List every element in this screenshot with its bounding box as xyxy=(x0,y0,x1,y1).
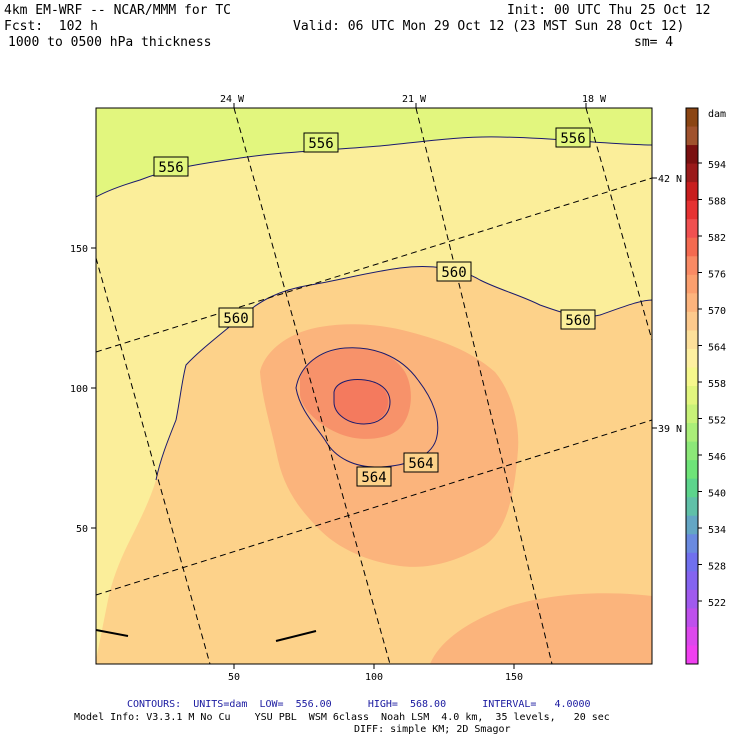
contour-label: 560 xyxy=(218,307,254,328)
svg-text:556: 556 xyxy=(560,131,585,147)
svg-text:564: 564 xyxy=(361,470,386,486)
band-552-556 xyxy=(96,108,652,197)
colorbar-swatch xyxy=(686,145,698,165)
grid-x-label: 100 xyxy=(365,672,383,683)
model-title: 4km EM-WRF -- NCAR/MMM for TC xyxy=(4,3,231,18)
band-572-576 xyxy=(334,379,388,424)
boundary-segment xyxy=(275,630,317,642)
colorbar-swatch xyxy=(686,237,698,257)
colorbar-level-label: 540 xyxy=(708,489,726,500)
diffusion-info: DIFF: simple KM; 2D Smagor xyxy=(354,724,511,735)
colorbar-level-label: 582 xyxy=(708,233,726,244)
colorbar-swatch xyxy=(686,367,698,387)
svg-text:556: 556 xyxy=(308,136,333,152)
svg-text:560: 560 xyxy=(223,311,248,327)
contour-label: 564 xyxy=(403,452,439,473)
contour-564 xyxy=(295,347,439,468)
colorbar-swatch xyxy=(686,626,698,646)
colorbar-swatch xyxy=(686,497,698,517)
colorbar-swatch xyxy=(686,219,698,239)
colorbar-level-label: 588 xyxy=(708,197,726,208)
colorbar-labels: 594 588 582 576 570 564 558 552 546 540 534 528 522 xyxy=(698,160,726,609)
band-564-568-south xyxy=(430,593,652,664)
grid-y-label: 50 xyxy=(76,524,88,535)
svg-text:560: 560 xyxy=(565,313,590,329)
contour-info: CONTOURS: UNITS=dam LOW= 556.00 HIGH= 56… xyxy=(127,699,591,710)
colorbar-swatch xyxy=(686,348,698,368)
colorbar-level-label: 534 xyxy=(708,525,726,536)
colorbar-swatch xyxy=(686,293,698,313)
colorbar-swatch xyxy=(686,182,698,202)
grid-x-label: 150 xyxy=(505,672,523,683)
colorbar-swatch xyxy=(686,460,698,480)
init-time: Init: 00 UTC Thu 25 Oct 12 xyxy=(507,3,711,18)
colorbar-swatch xyxy=(686,515,698,535)
colorbar-level-label: 594 xyxy=(708,160,726,171)
forecast-hour: Fcst: 102 h xyxy=(4,19,98,34)
colorbar xyxy=(685,107,699,665)
contour-label: 560 xyxy=(436,261,472,282)
contour-label: 564 xyxy=(356,466,392,487)
colorbar-swatch xyxy=(686,404,698,424)
colorbar-swatch xyxy=(686,608,698,628)
colorbar-level-label: 564 xyxy=(708,343,726,354)
colorbar-swatch xyxy=(686,571,698,591)
colorbar-level-label: 552 xyxy=(708,416,726,427)
axis-ticks xyxy=(91,103,657,669)
graticule xyxy=(96,108,652,664)
contour-label: 556 xyxy=(303,132,339,153)
colorbar-swatch xyxy=(686,311,698,331)
map-plot: 556 556 556 560 560 560 564 564 xyxy=(96,108,652,664)
lat-label: 42 N xyxy=(658,174,682,185)
svg-text:564: 564 xyxy=(408,456,433,472)
colorbar-level-label: 522 xyxy=(708,598,726,609)
colorbar-swatch xyxy=(686,108,698,128)
colorbar-swatch xyxy=(686,330,698,350)
grid-y-label: 100 xyxy=(70,384,88,395)
svg-text:560: 560 xyxy=(441,265,466,281)
lon-label: 21 W xyxy=(402,94,427,105)
grid-x-label: 50 xyxy=(228,672,240,683)
colorbar-level-label: 570 xyxy=(708,306,726,317)
colorbar-frame xyxy=(685,107,699,665)
colorbar-level-label: 546 xyxy=(708,452,726,463)
lat-label: 39 N xyxy=(658,424,682,435)
lon-label: 18 W xyxy=(582,94,607,105)
svg-text:556: 556 xyxy=(158,160,183,176)
colorbar-swatch xyxy=(686,200,698,220)
valid-time: Valid: 06 UTC Mon 29 Oct 12 (23 MST Sun … xyxy=(293,19,685,34)
lon-label: 24 W xyxy=(220,94,245,105)
contour-568 xyxy=(333,379,391,425)
contour-label: 556 xyxy=(153,156,189,177)
colorbar-level-label: 558 xyxy=(708,379,726,390)
colorbar-swatch xyxy=(686,552,698,572)
colorbar-swatch xyxy=(686,274,698,294)
colorbar-swatch xyxy=(686,126,698,146)
colorbar-swatch xyxy=(686,163,698,183)
colorbar-swatch xyxy=(686,589,698,609)
colorbar-level-label: 528 xyxy=(708,562,726,573)
colorbar-swatch xyxy=(686,478,698,498)
colorbar-level-label: 576 xyxy=(708,270,726,281)
grid-y-label: 150 xyxy=(70,244,88,255)
colorbar-swatch xyxy=(686,423,698,443)
boundary-segment xyxy=(96,629,129,637)
colorbar-swatch xyxy=(686,386,698,406)
colorbar-unit: dam xyxy=(708,109,726,120)
colorbar-swatch xyxy=(686,645,698,665)
field-title: 1000 to 0500 hPa thickness xyxy=(8,35,212,50)
model-info: Model Info: V3.3.1 M No Cu YSU PBL WSM 6… xyxy=(74,712,610,723)
contour-label: 556 xyxy=(555,127,591,148)
colorbar-swatch xyxy=(686,441,698,461)
smoothing-label: sm= 4 xyxy=(634,35,674,50)
contour-label: 560 xyxy=(560,309,596,330)
colorbar-swatch xyxy=(686,256,698,276)
colorbar-swatch xyxy=(686,534,698,554)
